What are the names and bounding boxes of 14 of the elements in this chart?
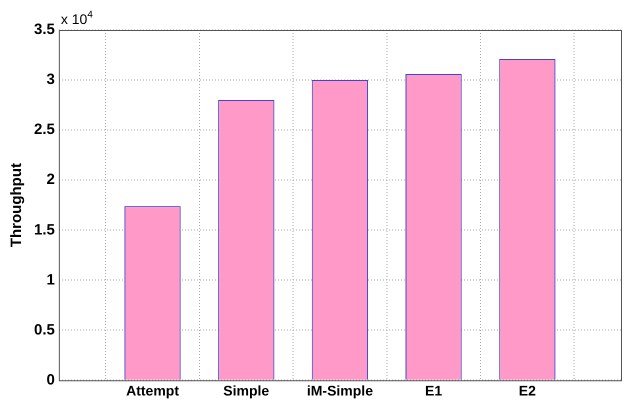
x-tick-label: E1 — [425, 382, 442, 398]
y-tick-label: 0.5 — [34, 321, 55, 338]
y-axis-title: Throughput — [8, 163, 26, 248]
y-tick-label: 3.5 — [34, 21, 55, 38]
y-tick-label: 1 — [46, 271, 55, 288]
x-tick-label: E2 — [518, 382, 536, 398]
y-tick-label: 3 — [46, 71, 55, 88]
y-tick-label: 0 — [46, 371, 55, 388]
x-tick-label: Simple — [223, 382, 270, 398]
y-tick-label: 1.5 — [34, 221, 55, 238]
x-tick-label: Attempt — [126, 382, 180, 398]
x-tick-label: iM-Simple — [306, 382, 374, 398]
y-tick-label: 2 — [46, 171, 55, 188]
y-tick-label: 2.5 — [34, 121, 55, 138]
